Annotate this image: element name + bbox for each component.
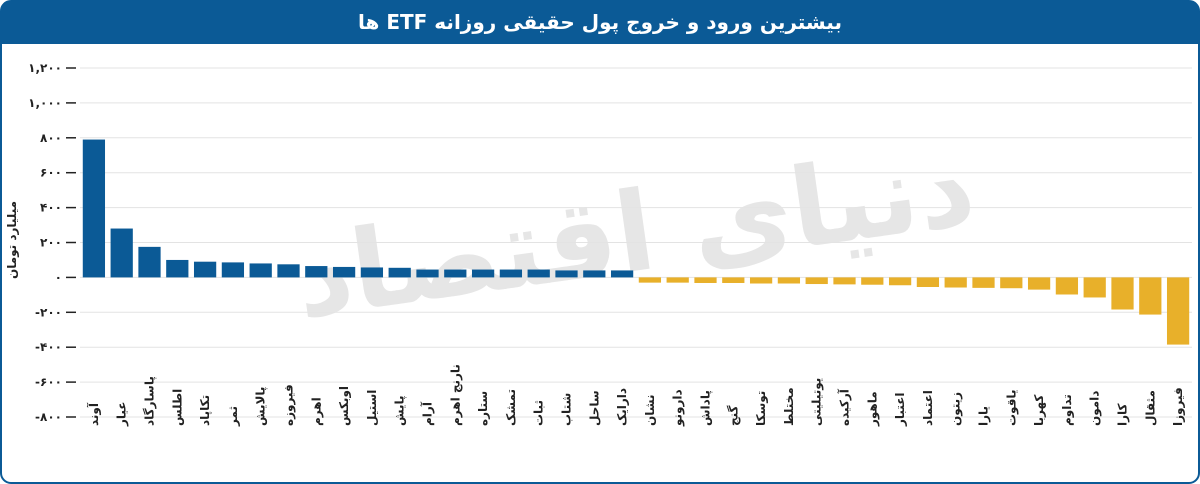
- bar: [749, 277, 773, 284]
- x-tick-label: ثبات: [532, 400, 546, 426]
- x-tick-label: دامون: [1088, 391, 1103, 426]
- bar: [722, 277, 745, 283]
- x-tick-label: کهربا: [1032, 395, 1046, 426]
- x-tick-label: ماهور: [865, 391, 880, 427]
- bar: [694, 277, 717, 283]
- x-tick-label: نارنج اهرم: [448, 364, 463, 426]
- y-tick-label: ۱,۲۰۰: [28, 61, 62, 75]
- bar: [666, 277, 689, 283]
- bar: [1139, 277, 1162, 315]
- x-tick-label: ستاره: [476, 391, 490, 426]
- x-tick-label: نشان: [643, 395, 657, 426]
- y-tick-label: -۴۰۰: [35, 340, 62, 354]
- x-tick-label: مختلط: [782, 387, 796, 426]
- chart-title: بیشترین ورود و خروج پول حقیقی روزانه ETF…: [358, 10, 842, 35]
- y-tick-label: -۶۰۰: [35, 375, 62, 389]
- bar: [777, 277, 801, 284]
- bar: [555, 270, 578, 278]
- x-tick-label: پایش: [393, 396, 407, 426]
- x-tick-label: گنج: [726, 405, 740, 426]
- x-tick-label: فیروزا: [1171, 387, 1186, 426]
- bar: [1111, 277, 1134, 310]
- x-tick-label: یارا: [977, 406, 991, 426]
- x-tick-label: پاسارگاد: [143, 376, 157, 426]
- bar: [471, 269, 495, 278]
- bar: [972, 277, 995, 288]
- y-tick-label: ۶۰۰: [40, 166, 62, 180]
- bar: [444, 269, 467, 278]
- bar: [583, 270, 606, 278]
- bar: [249, 263, 272, 278]
- x-tick-label: آرکیده: [837, 388, 852, 426]
- bar: [138, 246, 161, 278]
- bar: [944, 277, 967, 288]
- y-tick-label: ۱,۰۰۰: [28, 96, 62, 110]
- bar: [916, 277, 940, 287]
- x-tick-label: یاقوت: [1004, 390, 1019, 426]
- bar: [805, 277, 828, 285]
- bar: [861, 277, 884, 285]
- x-tick-label: ثمر: [226, 406, 240, 427]
- x-tick-label: کارا: [1116, 403, 1130, 426]
- x-tick-label: فیروزه: [282, 384, 297, 426]
- bar: [638, 277, 662, 283]
- y-tick-label: ۴۰۰: [40, 201, 62, 215]
- y-tick-label: ۸۰۰: [40, 131, 62, 145]
- header-bar: [1, 1, 1199, 44]
- x-tick-label: دارونو: [671, 389, 686, 427]
- x-tick-label: عیار: [115, 401, 129, 427]
- bar: [82, 139, 106, 278]
- bar: [1166, 277, 1190, 345]
- x-tick-label: توسکا: [754, 391, 769, 426]
- x-tick-label: اوبکس: [337, 386, 352, 426]
- x-tick-label: ساحل: [587, 390, 601, 426]
- y-tick-label: -۸۰۰: [35, 410, 62, 424]
- y-tick-label: ۰: [55, 270, 62, 284]
- bar: [1083, 277, 1106, 298]
- bar: [833, 277, 856, 285]
- x-tick-label: آوند: [86, 402, 102, 426]
- bar: [388, 267, 411, 278]
- bar: [360, 267, 384, 278]
- y-axis-label: میلیارد تومان: [5, 201, 20, 279]
- bar: [610, 270, 634, 278]
- x-tick-label: پاداش: [699, 390, 713, 426]
- bar: [1000, 277, 1023, 289]
- x-tick-label: استیل: [365, 390, 379, 426]
- y-tick-label: -۲۰۰: [35, 305, 62, 319]
- x-tick-label: تمشک: [504, 389, 518, 426]
- bar: [499, 269, 523, 278]
- x-tick-label: زیتون: [949, 392, 964, 426]
- bar: [527, 269, 550, 278]
- x-tick-label: مثقال: [1143, 390, 1157, 426]
- bar: [888, 277, 912, 286]
- x-tick-label: آرام: [420, 401, 436, 426]
- x-tick-label: اعتبار: [893, 392, 907, 427]
- bar: [110, 228, 133, 278]
- bar: [1055, 277, 1079, 295]
- x-tick-label: پالایش: [254, 387, 268, 426]
- bar: [221, 262, 245, 278]
- x-tick-label: تداوم: [1060, 394, 1075, 426]
- bar: [332, 266, 356, 278]
- bar: [193, 261, 217, 278]
- x-tick-label: یوتیلیتی: [810, 378, 825, 426]
- x-tick-label: شتاب: [560, 393, 574, 426]
- y-tick-label: ۲۰۰: [40, 236, 62, 250]
- bar: [277, 264, 300, 278]
- bar: [166, 259, 189, 278]
- x-tick-label: اعتماد: [921, 390, 935, 426]
- bar: [416, 269, 439, 278]
- x-tick-label: تکاپاد: [198, 395, 212, 426]
- x-tick-label: اطلس: [170, 389, 184, 426]
- x-tick-label: اهرم: [309, 397, 324, 426]
- bar: [305, 266, 328, 278]
- bar: [1027, 277, 1051, 290]
- x-tick-label: دارایک: [615, 388, 629, 426]
